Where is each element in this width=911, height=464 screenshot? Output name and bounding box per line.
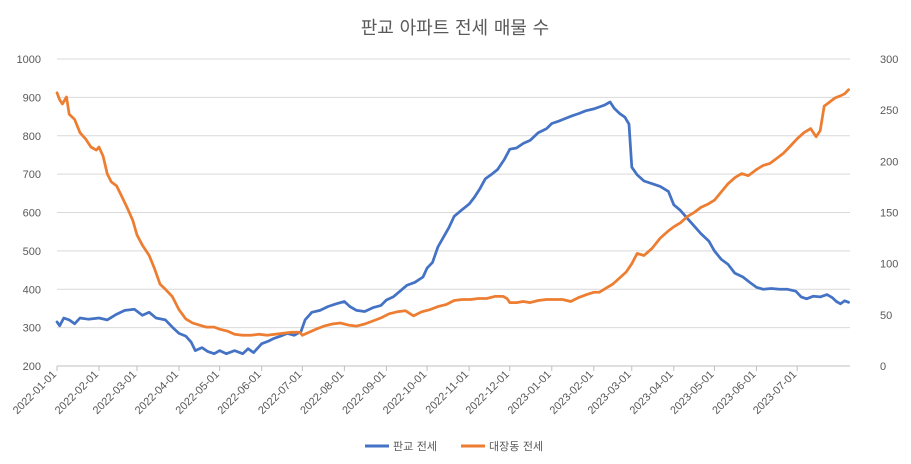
y-tick-label-left: 600 [23, 208, 41, 220]
chart-title: 판교 아파트 전세 매물 수 [361, 18, 550, 39]
y-tick-label-left: 1000 [17, 54, 41, 66]
y-tick-label-right: 200 [880, 156, 898, 168]
y-tick-label-left: 500 [23, 246, 41, 258]
x-axis-ticks: 2022-01-012022-02-012022-03-012022-04-01… [11, 366, 799, 417]
y-tick-label-right: 50 [880, 310, 892, 322]
y-tick-label-left: 800 [23, 131, 41, 143]
x-tick-label: 2022-10-01 [381, 369, 429, 417]
series-line-2 [55, 88, 850, 337]
legend-label-series-2: 대장동 전세 [489, 440, 543, 453]
x-tick-label: 2022-07-01 [256, 369, 304, 417]
y-tick-label-right: 100 [880, 259, 898, 271]
x-tick-label: 2023-01-01 [506, 369, 554, 417]
y-tick-label-right: 0 [880, 361, 886, 373]
y-tick-label-right: 150 [880, 208, 898, 220]
y-tick-label-right: 300 [880, 54, 898, 66]
x-tick-label: 2023-07-01 [751, 369, 799, 417]
legend-label-series-1: 판교 전세 [393, 440, 437, 453]
y-tick-label-right: 250 [880, 105, 898, 117]
series-line-1 [55, 100, 850, 356]
series-lines [55, 88, 850, 356]
x-tick-label: 2022-12-01 [464, 369, 512, 417]
y-tick-label-left: 900 [23, 92, 41, 104]
x-tick-label: 2023-05-01 [668, 369, 716, 417]
y-tick-label-left: 200 [23, 361, 41, 373]
gridlines [57, 58, 850, 367]
y-tick-label-left: 400 [23, 284, 41, 296]
x-tick-label: 2022-08-01 [298, 369, 346, 417]
y-tick-label-left: 300 [23, 323, 41, 335]
x-tick-label: 2022-05-01 [174, 369, 222, 417]
y-tick-label-left: 700 [23, 169, 41, 181]
legend: 판교 전세 대장동 전세 [365, 440, 543, 453]
x-tick-label: 2022-01-01 [11, 369, 59, 417]
left-axis-ticks: 200 300 400 500 600 700 800 900 1000 [17, 54, 41, 373]
right-axis-ticks: 0 50 100 150 200 250 300 [880, 54, 898, 373]
